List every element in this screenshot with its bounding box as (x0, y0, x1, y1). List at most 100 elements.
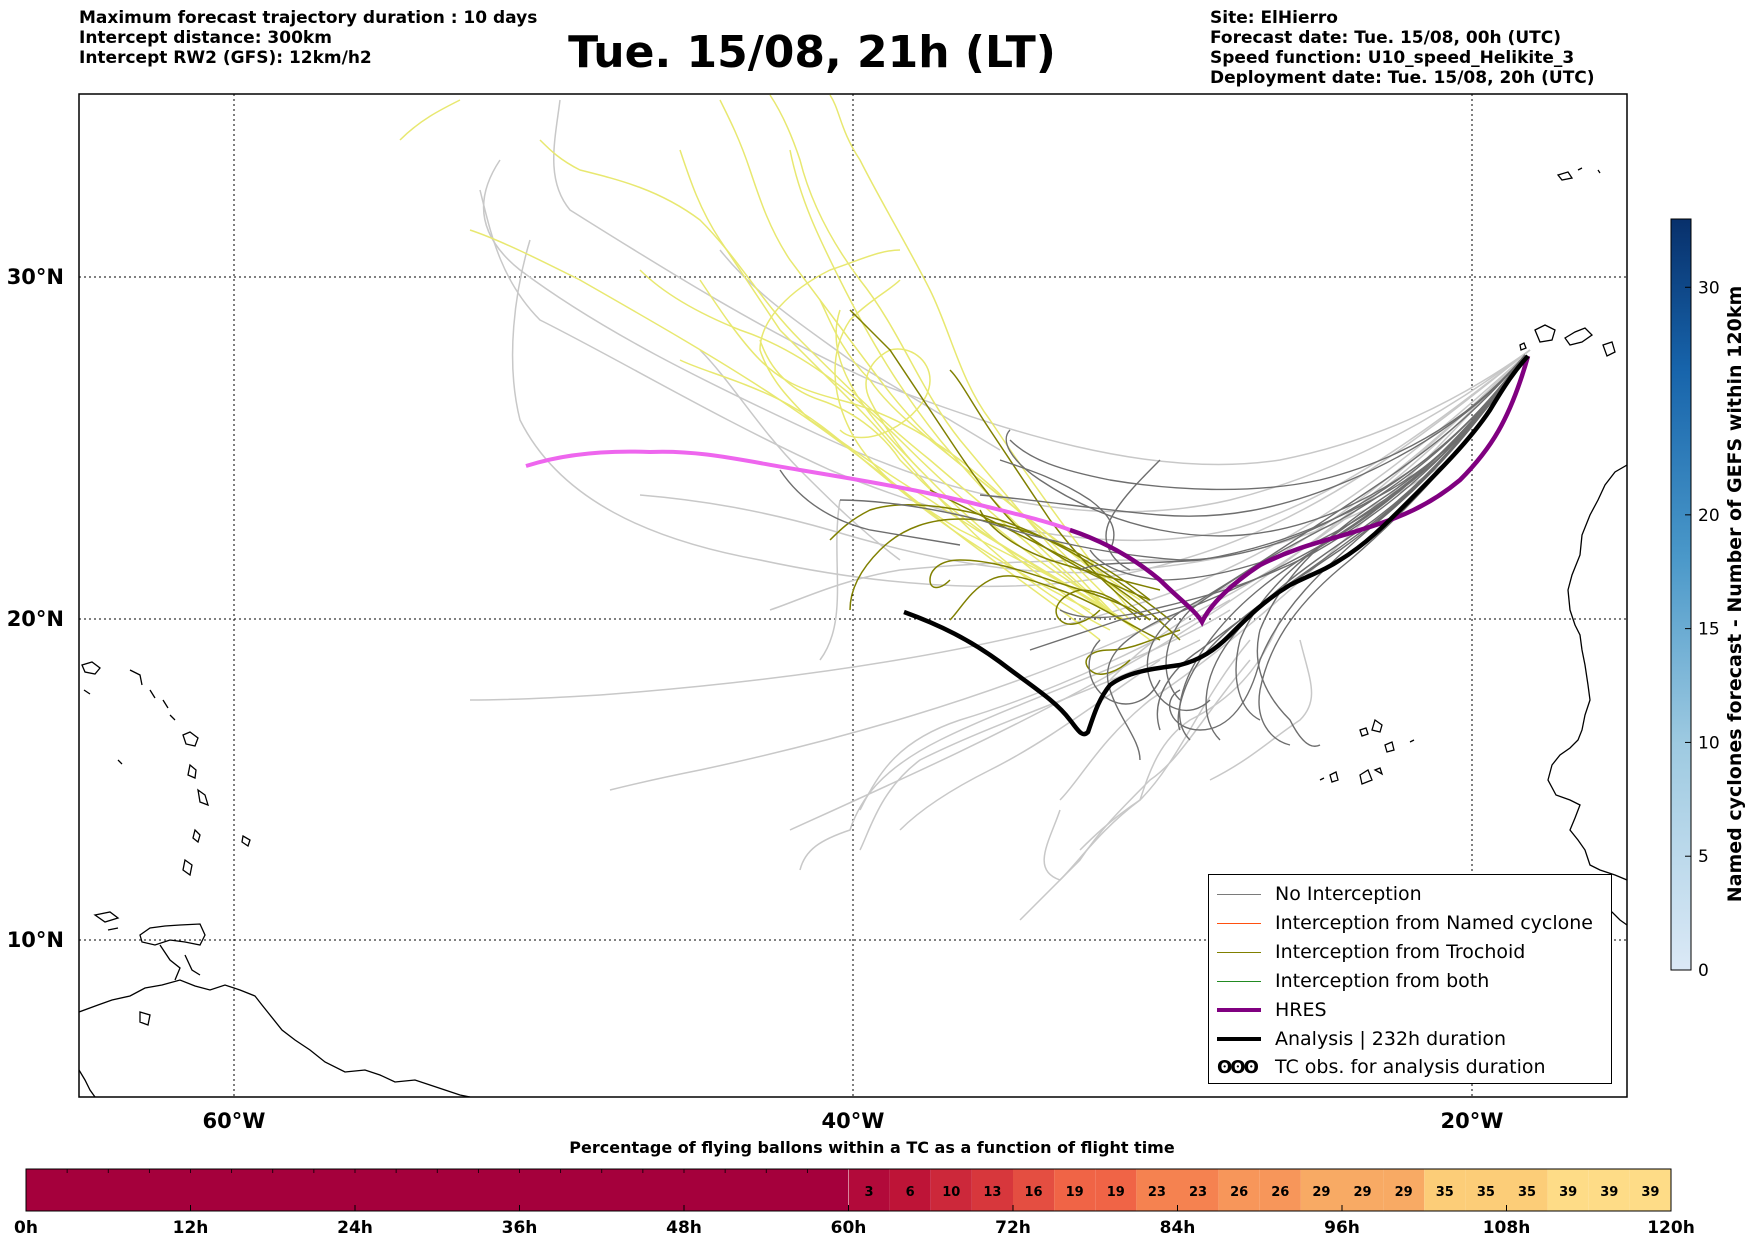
legend-label: No Interception (1275, 883, 1422, 905)
bottom-colorbar-cell (1588, 1169, 1630, 1211)
bottom-colorbar-cell (889, 1169, 931, 1211)
site-text: Site: ElHierro (1210, 8, 1338, 28)
bottom-colorbar-cell-value: 26 (1271, 1185, 1289, 1200)
coast-south-america (79, 979, 471, 1097)
coast-canary-4 (1519, 342, 1527, 351)
bottom-colorbar-cell (1342, 1169, 1384, 1211)
legend-item: Interception from Named cyclone (1217, 909, 1593, 937)
intercept-distance-text: Intercept distance: 300km (79, 28, 332, 48)
legend-label: Interception from Named cyclone (1275, 912, 1593, 934)
bottom-colorbar-cell-value: 19 (1066, 1185, 1084, 1200)
bottom-colorbar-time-label: 24h (337, 1218, 373, 1238)
forecast-date-text: Forecast date: Tue. 15/08, 00h (UTC) (1210, 28, 1561, 48)
bottom-colorbar-time-label: 0h (14, 1218, 38, 1238)
analysis-line (903, 354, 1530, 737)
bottom-colorbar-cell-value: 39 (1600, 1185, 1618, 1200)
bottom-colorbar-cell (1136, 1169, 1178, 1211)
bottom-bar-title: Percentage of flying ballons within a TC… (569, 1138, 1175, 1157)
header-right: Site: ElHierro Forecast date: Tue. 15/08… (1210, 8, 1595, 88)
bottom-colorbar-cell (1547, 1169, 1589, 1211)
bottom-colorbar-time-label: 72h (995, 1218, 1031, 1238)
bottom-colorbar-time-labels: 0h 12h 24h 36h 48h 60h 72h 84h 96h 108h 120h (14, 1205, 1695, 1238)
bottom-colorbar-cell-value: 23 (1189, 1185, 1207, 1200)
bottom-colorbar-cell (1095, 1169, 1137, 1211)
bottom-colorbar-time-label: 96h (1324, 1218, 1360, 1238)
bottom-colorbar-cell-value: 13 (983, 1185, 1001, 1200)
coast-antilles-5 (197, 788, 209, 807)
bottom-colorbar-cell (1506, 1169, 1548, 1211)
legend-label: Interception from Trochoid (1275, 941, 1526, 963)
legend-item: Interception from both (1217, 967, 1489, 995)
bottom-colorbar-zero-region (26, 1169, 848, 1211)
bottom-colorbar-cell (1177, 1169, 1219, 1211)
bottom-colorbar-cell-value: 10 (942, 1185, 960, 1200)
bottom-colorbar-time-label: 108h (1483, 1218, 1531, 1238)
bottom-colorbar-cell (1259, 1169, 1301, 1211)
bottom-colorbar-cell-value: 35 (1518, 1185, 1536, 1200)
bottom-colorbar-time-label: 36h (502, 1218, 538, 1238)
coast-antilles-8 (241, 834, 251, 848)
bottom-colorbar-cell (1424, 1169, 1466, 1211)
coast-antilles-6 (192, 828, 201, 844)
bottom-colorbar-cell-value: 39 (1641, 1185, 1659, 1200)
bottom-colorbar-time-label: 120h (1647, 1218, 1695, 1238)
coast-antilles-3 (182, 731, 199, 747)
header-left: Maximum forecast trajectory duration : 1… (79, 8, 537, 68)
bottom-colorbar-cell-value: 3 (865, 1185, 874, 1200)
bottom-colorbar-time-label: 48h (666, 1218, 702, 1238)
bottom-colorbar-cell-value: 39 (1559, 1185, 1577, 1200)
coast-antilles-9 (83, 689, 176, 765)
coast-venezuela-bay (159, 944, 201, 981)
coast-africa (1547, 464, 1627, 881)
lat-label-30n: 30°N (7, 265, 64, 289)
bottom-colorbar-cell (1300, 1169, 1342, 1211)
bottom-colorbar-cell (971, 1169, 1013, 1211)
legend-swatch (1217, 980, 1261, 982)
lon-label-40w: 40°W (822, 1109, 885, 1133)
right-colorbar-tick-label: 0 (1698, 961, 1709, 981)
legend-swatch (1217, 1037, 1261, 1041)
coast-trinidad (139, 923, 206, 946)
coast-antilles-7 (182, 858, 193, 877)
right-colorbar: 0 5 10 15 20 30 Named cyclones forecast - Num… (1670, 218, 1746, 981)
legend-label: TC obs. for analysis duration (1275, 1056, 1546, 1078)
right-colorbar-tick-label: 20 (1698, 506, 1720, 526)
bottom-colorbar-cell-value: 19 (1107, 1185, 1125, 1200)
coast-antilles-4 (187, 763, 197, 779)
coast-madeira (1556, 167, 1601, 181)
coast-capeverde (1319, 718, 1415, 785)
bottom-colorbar: 3 6 10 13 16 19 19 23 23 26 26 29 29 29 35 35 35 39 39 39 0… (14, 1168, 1695, 1238)
bottom-colorbar-cell (1013, 1169, 1055, 1211)
coastlines (79, 167, 1627, 1097)
coast-antilles-2 (129, 669, 169, 709)
right-colorbar-tick-label: 30 (1698, 278, 1720, 298)
trajectories-yellow (399, 94, 1151, 641)
map-axis-labels: 60°W 40°W 20°W 30°N 20°N 10°N (7, 265, 1504, 1133)
page-title: Tue. 15/08, 21h (LT) (568, 27, 1056, 78)
tc-symbol-icon: ʘʘʘ (1217, 1056, 1259, 1078)
legend-label: HRES (1275, 999, 1327, 1021)
hres-line (1069, 355, 1531, 627)
coast-canary-1 (1534, 324, 1556, 343)
hres-extension-line (525, 449, 1071, 532)
max-duration-text: Maximum forecast trajectory duration : 1… (79, 8, 538, 28)
bottom-colorbar-cell-value: 29 (1312, 1185, 1330, 1200)
bottom-colorbar-cell (1465, 1169, 1507, 1211)
right-colorbar-tick-label: 10 (1698, 733, 1720, 753)
bottom-colorbar-time-label: 84h (1160, 1218, 1196, 1238)
coast-small-islands (93, 911, 151, 1026)
legend-swatch (1217, 1008, 1261, 1012)
lon-label-20w: 20°W (1441, 1109, 1504, 1133)
legend-label: Analysis | 232h duration (1275, 1028, 1507, 1050)
coast-canary-2 (1564, 327, 1594, 346)
bottom-colorbar-time-label: 60h (831, 1218, 867, 1238)
bottom-colorbar-cell-value: 35 (1436, 1185, 1454, 1200)
bottom-colorbar-cell (848, 1169, 890, 1211)
bottom-colorbar-cell (1383, 1169, 1425, 1211)
right-colorbar-tick-label: 5 (1698, 847, 1709, 867)
intercept-rw2-text: Intercept RW2 (GFS): 12km/h2 (79, 48, 372, 68)
bottom-colorbar-cell-value: 35 (1477, 1185, 1495, 1200)
coast-colombia (79, 1069, 96, 1097)
legend-swatch (1217, 922, 1261, 924)
right-colorbar-title: Named cyclones forecast - Number of GEFS… (1724, 286, 1746, 903)
